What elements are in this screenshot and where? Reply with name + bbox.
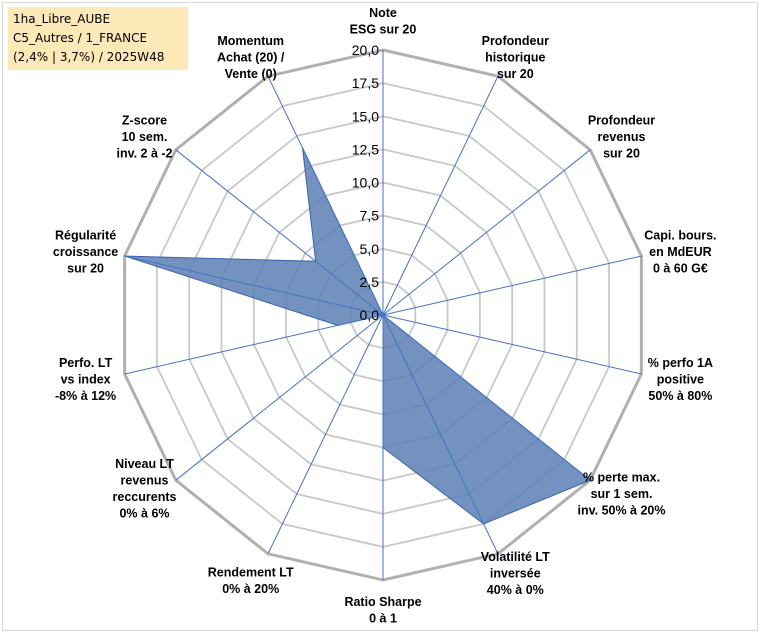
tick-label: 12,5 — [352, 141, 379, 157]
axis-label: Capi. bours. en MdEUR 0 à 60 G€ — [644, 228, 716, 275]
tick-label: 10,0 — [352, 175, 379, 191]
tick-label-layer: 0,0 2,5 5,0 7,5 10,0 12,5 15,0 17,5 20,0 — [352, 42, 379, 323]
axis-spoke — [175, 314, 384, 481]
axis-label: Note ESG sur 20 — [350, 6, 417, 37]
axis-label: % perte max. sur 1 sem. inv. 50% à 20% — [577, 471, 665, 518]
tick-label: 20,0 — [352, 42, 379, 58]
axis-label-layer: Note ESG sur 20 Profondeur historique sur 20… — [53, 6, 717, 626]
axis-label: Profondeur revenus sur 20 — [588, 114, 655, 161]
axis-label: Rendement LT 0% à 20% — [208, 566, 294, 597]
axis-label: Momentum Achat (20) / Vente (0) — [217, 34, 285, 81]
axis-label: Ratio Sharpe 0 à 1 — [344, 595, 421, 626]
axis-spoke — [382, 314, 499, 555]
info-box: 1ha_Libre_AUBE C5_Autres / 1_FRANCE (2,4… — [8, 7, 188, 70]
axis-spoke — [382, 75, 499, 316]
tick-label: 0,0 — [360, 307, 380, 323]
info-line-3: (2,4% | 3,7%) / 2025W48 — [13, 50, 165, 64]
tick-label: 2,5 — [360, 274, 380, 290]
axis-label: Volatilité LT inversée 40% à 0% — [481, 550, 550, 597]
axis-spoke — [124, 255, 384, 316]
axis-spoke — [382, 255, 642, 316]
tick-label: 5,0 — [360, 241, 380, 257]
axis-spoke — [267, 75, 384, 316]
tick-label: 17,5 — [352, 75, 379, 91]
axis-label: Profondeur historique sur 20 — [482, 34, 549, 81]
axis-spoke — [267, 314, 384, 555]
axis-spoke — [382, 314, 591, 481]
axis-label: Z-score 10 sem. inv. 2 à -2 — [116, 114, 172, 161]
info-line-1: 1ha_Libre_AUBE — [13, 12, 111, 26]
axis-label: Perfo. LT vs index -8% à 12% — [55, 356, 116, 403]
axis-line-layer — [124, 50, 642, 580]
tick-label: 15,0 — [352, 108, 379, 124]
tick-label: 7,5 — [360, 208, 380, 224]
axis-label: % perfo 1A positive 50% à 80% — [648, 356, 713, 403]
axis-spoke — [124, 314, 384, 375]
axis-spoke — [382, 149, 591, 316]
axis-spoke — [382, 314, 642, 375]
axis-spoke — [175, 149, 384, 316]
axis-label: Régularité croissance sur 20 — [53, 228, 118, 275]
info-line-2: C5_Autres / 1_FRANCE — [13, 31, 148, 45]
axis-label: Niveau LT revenus reccurents 0% à 6% — [113, 457, 177, 521]
